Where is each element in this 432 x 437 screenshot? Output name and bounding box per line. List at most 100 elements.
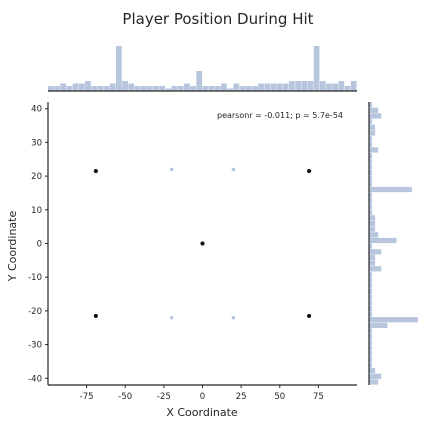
x-hist-bar bbox=[258, 83, 264, 91]
x-tick-label: -50 bbox=[118, 392, 132, 402]
x-hist-bar bbox=[313, 46, 320, 91]
x-hist-bar bbox=[307, 81, 314, 91]
x-hist-bar bbox=[214, 86, 221, 91]
y-hist-bar bbox=[369, 169, 373, 176]
y-tick-label: 30 bbox=[31, 138, 42, 148]
x-hist-bar bbox=[165, 88, 172, 91]
y-hist-bar bbox=[369, 113, 382, 119]
y-hist-bar bbox=[369, 249, 382, 255]
y-hist-bar bbox=[369, 220, 376, 227]
x-hist-bar bbox=[146, 86, 153, 91]
y-hist-bar bbox=[369, 152, 373, 159]
y-hist-bar bbox=[369, 130, 376, 136]
x-hist-bar bbox=[134, 86, 141, 91]
scatter-point bbox=[169, 315, 174, 320]
x-hist-bar bbox=[78, 83, 85, 91]
x-hist-bar bbox=[276, 83, 283, 91]
y-hist-bar bbox=[369, 186, 412, 193]
y-tick-label: 20 bbox=[31, 172, 42, 182]
x-hist-bar bbox=[122, 81, 128, 91]
y-hist-bar bbox=[369, 135, 373, 142]
x-axis-label: X Coordinate bbox=[166, 406, 238, 419]
y-hist-bar bbox=[369, 328, 373, 334]
x-hist-bar bbox=[60, 83, 67, 91]
y-hist-bar bbox=[369, 158, 373, 164]
y-tick-label: -40 bbox=[28, 374, 42, 384]
x-hist-bar bbox=[72, 83, 79, 91]
y-hist-bar bbox=[369, 271, 373, 278]
y-hist-bar bbox=[369, 243, 373, 249]
y-hist-bar bbox=[369, 277, 373, 283]
x-hist-bar bbox=[344, 86, 351, 91]
y-hist-bar bbox=[369, 356, 373, 362]
x-hist-bar bbox=[153, 86, 159, 91]
x-hist-bar bbox=[270, 83, 277, 91]
y-hist-bar bbox=[369, 175, 373, 181]
scatter-point bbox=[231, 167, 236, 172]
x-hist-bar bbox=[128, 83, 135, 91]
y-hist-bar bbox=[369, 107, 379, 113]
x-tick-label: 25 bbox=[236, 392, 247, 402]
y-hist-bar bbox=[369, 351, 373, 357]
x-hist-bar bbox=[48, 86, 54, 91]
x-hist-bar bbox=[159, 86, 166, 91]
y-hist-bar bbox=[369, 373, 382, 379]
y-hist-bar bbox=[369, 339, 373, 345]
scatter-point bbox=[307, 168, 312, 174]
x-hist-bar bbox=[202, 86, 209, 91]
y-tick-label: -30 bbox=[28, 341, 42, 351]
x-hist-bar bbox=[208, 86, 215, 91]
x-hist-bar bbox=[221, 83, 227, 91]
y-tick-label: -20 bbox=[28, 307, 42, 317]
y-hist-bar bbox=[369, 305, 373, 312]
y-hist-bar bbox=[369, 198, 373, 204]
x-hist-bar bbox=[171, 86, 178, 91]
y-hist-bar bbox=[369, 345, 373, 351]
scatter-point bbox=[307, 313, 312, 319]
y-hist-bar bbox=[369, 300, 373, 306]
x-hist-bar bbox=[295, 81, 301, 91]
y-hist-bar bbox=[369, 237, 397, 244]
x-hist-bar bbox=[239, 86, 246, 91]
x-tick-label: 75 bbox=[313, 392, 324, 402]
y-hist-bar bbox=[369, 232, 379, 238]
x-tick-label: 0 bbox=[200, 392, 205, 402]
pearson-annotation: pearsonr = -0.011; p = 5.7e-54 bbox=[217, 111, 343, 120]
x-hist-bar bbox=[66, 86, 73, 91]
y-hist-bar bbox=[369, 266, 382, 272]
x-hist-bar bbox=[282, 83, 289, 91]
x-hist-bar bbox=[332, 83, 339, 91]
x-tick-label: -25 bbox=[157, 392, 171, 402]
x-hist-bar bbox=[326, 83, 332, 91]
x-hist-bar bbox=[140, 86, 147, 91]
y-hist-bar bbox=[369, 288, 373, 295]
x-hist-bar bbox=[97, 86, 104, 91]
y-hist-bar bbox=[369, 118, 373, 125]
x-hist-bar bbox=[196, 71, 203, 91]
x-tick-label: 50 bbox=[274, 392, 285, 402]
x-tick-label: -75 bbox=[80, 392, 94, 402]
y-hist-bar bbox=[369, 192, 373, 198]
x-hist-bar bbox=[183, 83, 190, 91]
scatter-point bbox=[200, 241, 205, 246]
y-hist-bar bbox=[369, 215, 376, 221]
x-hist-bar bbox=[190, 86, 196, 91]
scatter-point bbox=[93, 313, 98, 319]
chart-title: Player Position During Hit bbox=[122, 10, 313, 28]
y-hist-bar bbox=[369, 294, 373, 300]
y-hist-bar bbox=[369, 124, 376, 130]
scatter-point bbox=[93, 168, 98, 174]
x-hist-bar bbox=[115, 46, 122, 91]
x-hist-bar bbox=[54, 86, 60, 91]
y-hist-bar bbox=[369, 260, 376, 266]
y-hist-bar bbox=[369, 102, 373, 108]
scatter-point bbox=[169, 167, 174, 172]
y-hist-bar bbox=[369, 147, 379, 153]
x-hist-bar bbox=[289, 81, 295, 91]
main-scatter-plot: pearsonr = -0.011; p = 5.7e-54 -75 -50 -25… bbox=[28, 102, 357, 402]
y-hist-bar bbox=[369, 141, 373, 147]
x-hist-bar bbox=[91, 86, 98, 91]
y-tick-label: 40 bbox=[31, 105, 42, 115]
